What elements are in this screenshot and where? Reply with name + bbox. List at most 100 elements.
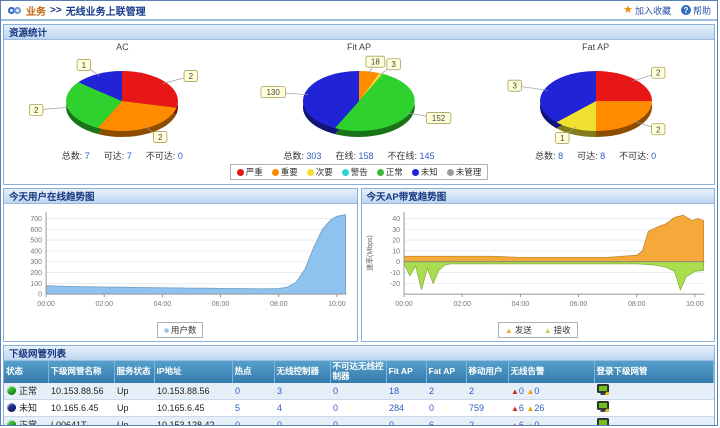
column-header-Fat AP[interactable]: Fat AP	[426, 361, 467, 383]
major-alarm-triangle-icon: ▲	[511, 403, 519, 413]
breadcrumb-separator: >>	[50, 4, 62, 16]
mobile-users-cell-value[interactable]: 759	[469, 402, 485, 413]
major-alarm-count[interactable]: 0	[518, 385, 527, 396]
pie-title: Fat AP	[582, 42, 610, 52]
fit-ap-cell-value[interactable]: 18	[389, 385, 400, 396]
fat-ap-cell-value[interactable]: 2	[429, 385, 435, 396]
fit-ap-cell: 18	[386, 382, 426, 400]
mobile-users-cell: 2	[466, 382, 508, 400]
major-alarm-count[interactable]: 6	[518, 419, 527, 426]
fat-ap-cell: 2	[426, 382, 466, 400]
column-header-无线控制器[interactable]: 无线控制器	[274, 361, 331, 383]
minor-alarm-count[interactable]: 26	[534, 402, 545, 413]
area-series-接收	[403, 261, 704, 291]
fit-ap-cell-value[interactable]: 0	[389, 419, 395, 426]
table-row[interactable]: 正常 L00641T Up 10.153.128.42 0 0 0 0 6 2 ▲6 ▲0	[4, 416, 714, 426]
pie-callout-box	[386, 58, 401, 71]
pie-stat-总数: 总数: 8	[535, 149, 563, 162]
pie-stat-value[interactable]: 0	[177, 151, 183, 161]
pie-stat-value[interactable]: 158	[358, 151, 374, 161]
login-subnms-icon[interactable]	[597, 383, 610, 396]
login-cell	[594, 382, 714, 400]
pie-slice-正常[interactable]	[66, 82, 123, 128]
y-tick-label: 20	[392, 238, 400, 245]
pie-callout-value: 2	[189, 72, 194, 81]
trend-chart-svg: 0 100 200 300 400 500 600 700 00:00 02:00 04:00 06:…	[30, 212, 347, 308]
column-header-服务状态[interactable]: 服务状态	[114, 361, 155, 383]
pie-callout-box	[76, 59, 92, 71]
table-row[interactable]: 正常 10.153.88.56 Up 10.153.88.56 0 3 0 18 2 2 ▲0 ▲0	[4, 382, 714, 400]
pie-callout-value: 2	[656, 69, 661, 78]
subnms-name-cell[interactable]: 10.153.88.56	[48, 382, 114, 400]
mobile-users-cell-value[interactable]: 2	[469, 419, 475, 426]
fat-ap-cell-value[interactable]: 6	[429, 419, 435, 426]
minor-alarm-count[interactable]: 0	[534, 385, 540, 396]
subnms-name-cell[interactable]: 10.165.6.45	[48, 399, 114, 417]
pie-slice-未知[interactable]	[78, 71, 123, 101]
pie-slice-重要[interactable]	[98, 101, 177, 131]
unreachable-controllers-cell-value[interactable]: 0	[333, 385, 339, 396]
pie-slice-未知[interactable]	[539, 71, 596, 123]
hotspot-cell-value[interactable]: 0	[235, 419, 241, 426]
pie-stat-value[interactable]: 8	[600, 151, 606, 161]
column-header-Fit AP[interactable]: Fit AP	[386, 361, 427, 383]
legend-dot-icon	[446, 169, 454, 176]
login-subnms-icon[interactable]	[597, 400, 610, 413]
pie-stat-不可达: 不可达: 0	[619, 149, 656, 162]
pie-slice-重要[interactable]	[358, 71, 380, 101]
pie-stat-value[interactable]: 0	[651, 151, 657, 161]
controllers-cell: 3	[274, 382, 330, 400]
status-normal-icon	[7, 386, 16, 396]
pie-slice-次要[interactable]	[555, 101, 596, 131]
status-cell: 正常	[4, 416, 48, 425]
unreachable-controllers-cell-value[interactable]: 0	[333, 402, 339, 413]
area-series-发送	[403, 214, 704, 263]
column-header-无线告警[interactable]: 无线告警	[508, 361, 595, 383]
unreachable-controllers-cell-value[interactable]: 0	[333, 419, 339, 426]
pie-slice-严重[interactable]	[122, 71, 179, 108]
column-header-下级网管名称[interactable]: 下级网管名称	[48, 361, 115, 383]
column-header-IP地址[interactable]: IP地址	[154, 361, 233, 383]
column-header-移动用户[interactable]: 移动用户	[466, 361, 509, 383]
pie-stat-value[interactable]: 145	[419, 151, 435, 161]
legend-item-未知: 未知	[411, 166, 438, 178]
login-subnms-icon[interactable]	[597, 417, 610, 426]
hotspot-cell-value[interactable]: 5	[235, 402, 241, 413]
pie-slice-重要[interactable]	[595, 101, 652, 131]
pie-slice-次要[interactable]	[358, 73, 383, 101]
pie-stat-value[interactable]: 303	[306, 151, 322, 161]
fit-ap-cell: 0	[386, 416, 426, 426]
pie-stat-value[interactable]: 7	[126, 151, 132, 161]
pie-slice-未知[interactable]	[302, 70, 359, 129]
add-favorite-link[interactable]: ★ 加入收藏	[623, 4, 671, 17]
fit-ap-cell-value[interactable]: 284	[389, 402, 405, 413]
major-alarm-triangle-icon: ▲	[511, 386, 519, 396]
pie-stat-value[interactable]: 8	[558, 151, 564, 161]
pie-stat-key: 总数:	[61, 151, 85, 161]
column-header-状态[interactable]: 状态	[4, 361, 49, 383]
pie-stats: 总数: 7 可达: 7 不可达: 0	[4, 149, 241, 162]
pie-slice-正常[interactable]	[334, 73, 415, 131]
pie-slice-严重[interactable]	[595, 71, 652, 101]
pie-stat-value[interactable]: 7	[84, 151, 90, 161]
mobile-users-cell-value[interactable]: 2	[469, 385, 475, 396]
subnms-name-cell[interactable]: L00641T	[48, 416, 114, 425]
column-header-热点[interactable]: 热点	[232, 361, 275, 383]
fat-ap-cell-value[interactable]: 0	[429, 402, 435, 413]
controllers-cell-value[interactable]: 3	[277, 385, 283, 396]
minor-alarm-triangle-icon: ▲	[526, 420, 535, 426]
ap-bandwidth-trend-header: 今天AP带宽趋势图	[361, 189, 714, 204]
minor-alarm-count[interactable]: 0	[534, 419, 540, 426]
breadcrumb-root[interactable]: 业务	[26, 6, 46, 18]
legend-item-严重: 严重	[236, 166, 263, 178]
table-row[interactable]: 未知 10.165.6.45 Up 10.165.6.45 5 4 0 284 0 759 ▲6 ▲…	[4, 399, 714, 417]
pie-callout-box	[554, 132, 570, 144]
major-alarm-count[interactable]: 6	[518, 402, 527, 413]
help-link[interactable]: ? 帮助	[680, 4, 711, 17]
column-header-不可达无线控制器[interactable]: 不可达无线控制器	[330, 361, 387, 383]
column-header-登录下级网管[interactable]: 登录下级网管	[594, 361, 714, 383]
controllers-cell-value[interactable]: 0	[277, 419, 283, 426]
hotspot-cell-value[interactable]: 0	[235, 385, 241, 396]
alarm-cell: ▲6 ▲26	[508, 399, 594, 417]
controllers-cell-value[interactable]: 4	[277, 402, 283, 413]
